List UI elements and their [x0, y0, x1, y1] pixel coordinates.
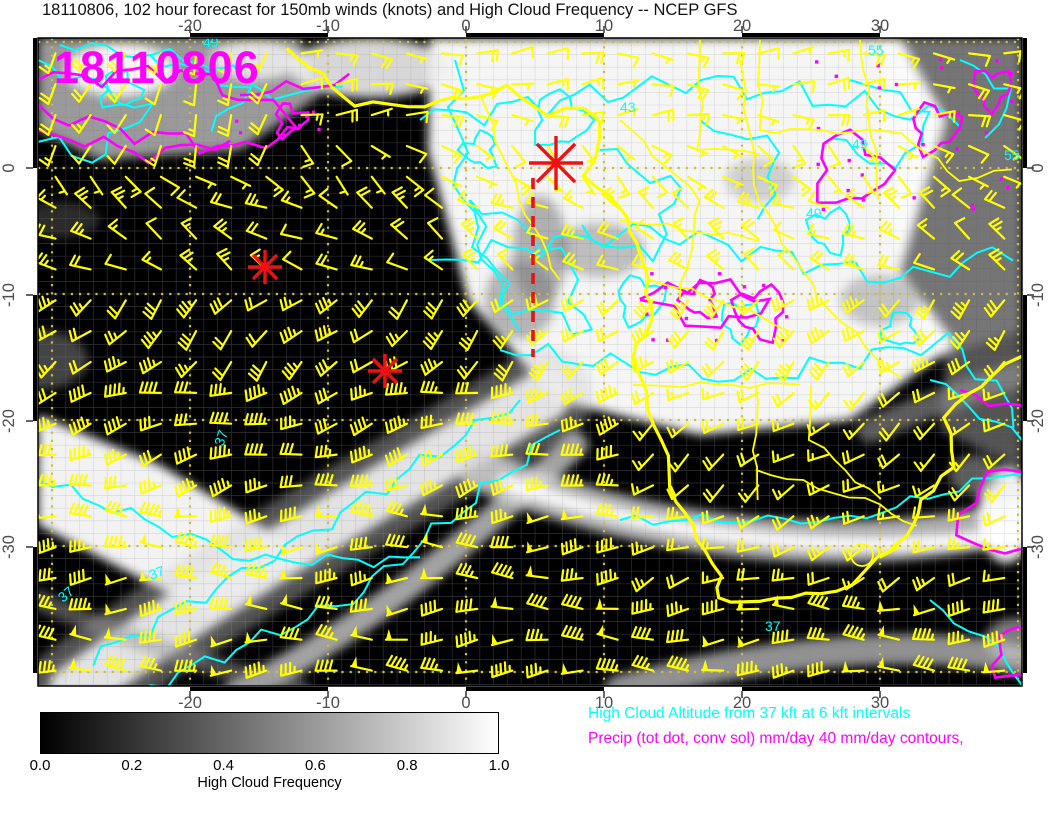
contour-label: 49 [203, 34, 219, 50]
colorbar-title: High Cloud Frequency [197, 775, 342, 791]
lon-tick-label: 30 [871, 694, 889, 712]
contour-label: 37 [211, 428, 231, 448]
colorbar-tick-label: 0.4 [213, 757, 235, 774]
lon-tick-label: 0 [461, 17, 470, 35]
lon-tick-label: 10 [595, 694, 613, 712]
contour-label: 55 [868, 42, 884, 58]
colorbar-tick-label: 0.2 [121, 757, 143, 774]
contour-label: 43 [620, 99, 636, 115]
lat-tick-label: -30 [1029, 535, 1047, 559]
lat-tick-label: 0 [1029, 163, 1047, 172]
colorbar-tick-label: 0.0 [29, 757, 51, 774]
lat-tick-label: 0 [0, 163, 18, 172]
lon-tick-label: -20 [178, 694, 202, 712]
lon-tick-label: 10 [595, 17, 613, 35]
cloud-frequency-colorbar [40, 712, 499, 754]
colorbar-tick-label: 0.6 [304, 757, 326, 774]
coastline [285, 47, 1022, 604]
datestamp: 18110806 [54, 42, 260, 93]
contour-label: 37 [147, 562, 167, 582]
contour-label: 37 [765, 618, 781, 634]
lon-tick-label: 20 [733, 17, 751, 35]
site-markers [248, 136, 583, 388]
country-borders [479, 39, 1012, 567]
precip-dots [235, 58, 1014, 343]
map-frame [26, 26, 1034, 698]
site-asterisk [248, 250, 282, 284]
colorbar-tick-label: 1.0 [488, 757, 510, 774]
lon-tick-label: 30 [871, 17, 889, 35]
lon-tick-label: 20 [733, 694, 751, 712]
legend-precip: Precip (tot dot, conv sol) mm/day 40 mm/… [588, 730, 964, 747]
site-asterisk [529, 136, 583, 190]
lat-tick-label: -20 [1029, 409, 1047, 433]
plot-title: 18110806, 102 hour forecast for 150mb wi… [42, 1, 738, 19]
wind-barbs-layer [38, 45, 1022, 679]
lat-tick-label: -20 [0, 409, 18, 433]
contour-label: 49 [806, 205, 822, 221]
legend-cloud-altitude: High Cloud Altitude from 37 kft at 6 kft… [588, 705, 911, 722]
lat-tick-label: -10 [0, 283, 18, 307]
colorbar-tick-label: 0.8 [396, 757, 418, 774]
lon-tick-label: -10 [316, 694, 340, 712]
contour-label: 49 [852, 136, 868, 152]
axis-labels: -20 -20 -10 -10 0 0 10 10 20 20 30 30 0 0 -10 -10 -20 -20… [0, 17, 1047, 712]
lon-tick-label: -10 [316, 17, 340, 35]
lat-tick-label: -10 [1029, 283, 1047, 307]
site-asterisk [368, 354, 402, 388]
lon-tick-label: -20 [178, 17, 202, 35]
lon-tick-label: 0 [461, 694, 470, 712]
cloud-frequency-field [38, 38, 1022, 686]
contour-label: 55 [1004, 147, 1020, 163]
lat-tick-label: -30 [0, 535, 18, 559]
